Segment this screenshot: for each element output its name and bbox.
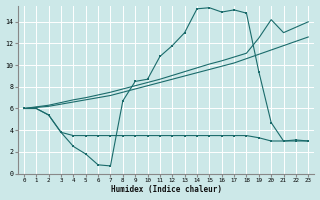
X-axis label: Humidex (Indice chaleur): Humidex (Indice chaleur) (111, 185, 221, 194)
